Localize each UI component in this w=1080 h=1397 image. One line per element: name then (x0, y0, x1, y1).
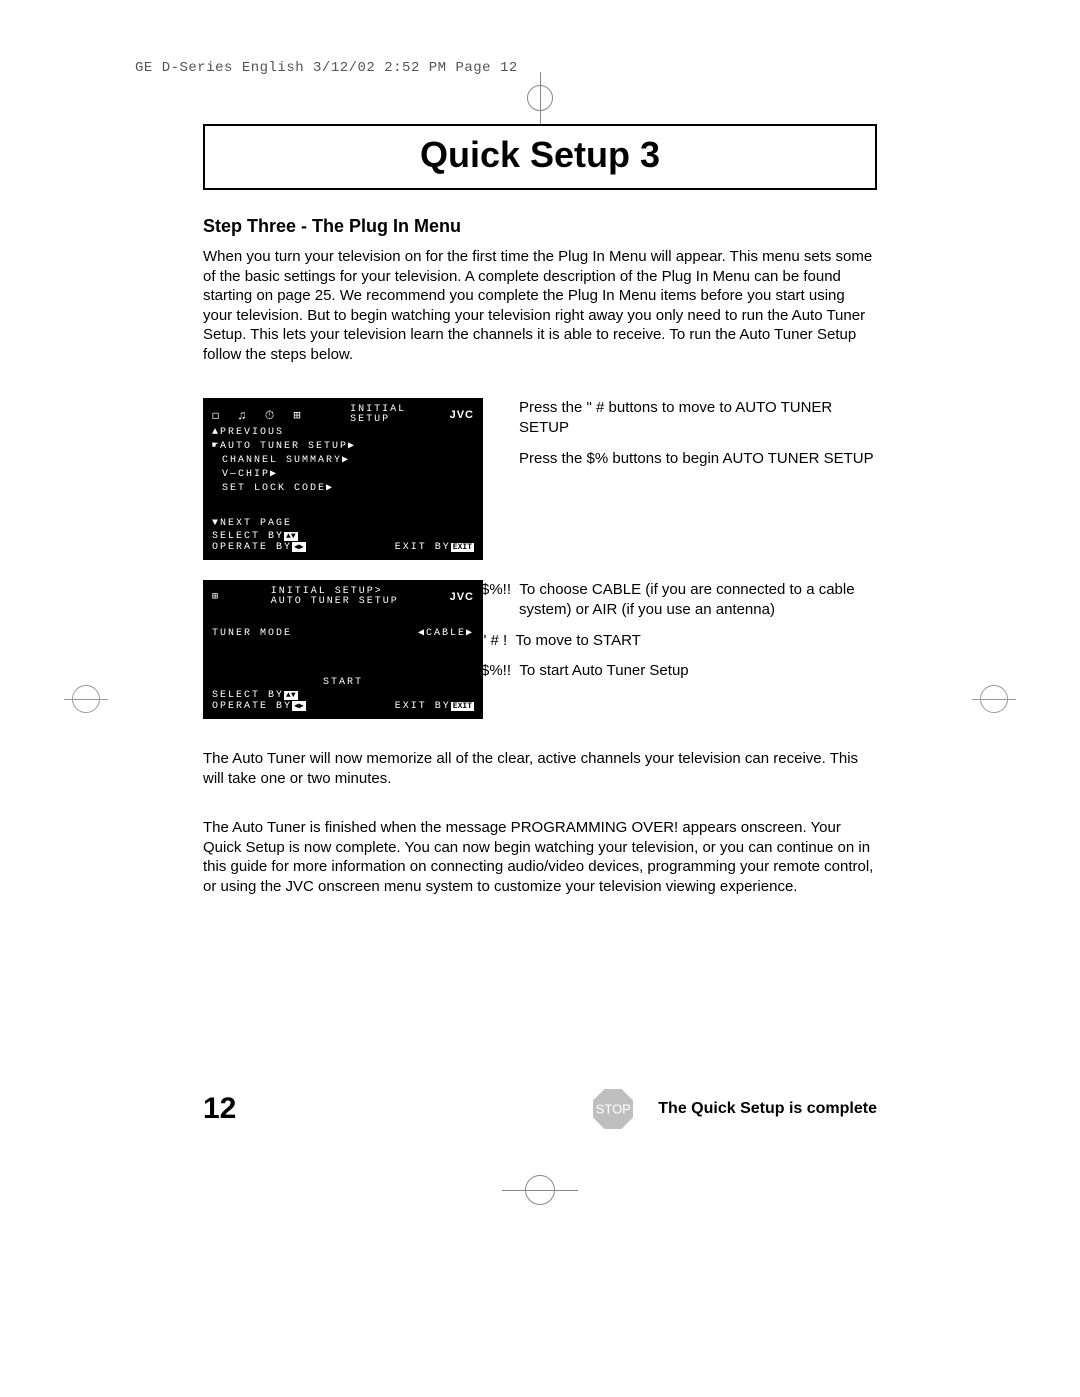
menu1-set-lock: SET LOCK CODE▶ (212, 482, 474, 494)
menu1-next-page: ▼NEXT PAGE (212, 518, 474, 529)
menu2-start: START (212, 677, 474, 688)
menu1-vchip: V—CHIP▶ (212, 468, 474, 480)
instructions-1: Press the " # buttons to move to AUTO TU… (519, 398, 877, 560)
menu1-operate: OPERATE BY (212, 542, 292, 553)
row-1: ◻ ♫ ⏱ ⊞ INITIAL SETUP JVC ▲PREVIOUS ☛AUT… (203, 398, 877, 560)
page-number: 12 (203, 1092, 236, 1126)
instr2-pre2: " # ! (481, 632, 507, 649)
menu2-header2: AUTO TUNER SETUP (271, 596, 399, 607)
instr2-pre1: $%!! (481, 581, 511, 598)
menu1-channel-summary: CHANNEL SUMMARY▶ (212, 454, 474, 466)
instr1-line2: Press the $% buttons to begin AUTO TUNER… (519, 449, 877, 469)
brand-label-2: JVC (450, 591, 474, 603)
para-memorize: The Auto Tuner will now memorize all of … (203, 749, 877, 788)
crop-mark-right-icon (972, 677, 1016, 721)
menu2-mode-value: ◀CABLE▶ (418, 627, 474, 639)
instr2-l2: To move to START (516, 632, 641, 649)
brand-label: JVC (450, 409, 474, 421)
exit-icon-2: EXIT (451, 702, 474, 711)
instructions-2: $%!! To choose CABLE (if you are connect… (519, 580, 877, 719)
menu1-auto-tuner: ☛AUTO TUNER SETUP▶ (212, 440, 474, 452)
up-down-icon: ▲▼ (284, 532, 298, 541)
intro-paragraph: When you turn your television on for the… (203, 247, 877, 364)
step-heading: Step Three - The Plug In Menu (203, 216, 877, 237)
instr2-l3: To start Auto Tuner Setup (519, 662, 688, 679)
page-content: GE D-Series English 3/12/02 2:52 PM Page… (135, 60, 945, 1132)
instr2-pre3: $%!! (481, 662, 511, 679)
instr1-line1: Press the " # buttons to move to AUTO TU… (519, 398, 877, 439)
page-title: Quick Setup 3 (205, 134, 875, 176)
menu2-select: SELECT BY (212, 690, 284, 701)
menu2-exit: EXIT BY (395, 701, 451, 712)
stop-sign-icon: STOP (590, 1086, 636, 1132)
menu2-operate: OPERATE BY (212, 701, 292, 712)
crop-mark-bottom-icon (510, 1170, 570, 1210)
stop-label: STOP (590, 1102, 636, 1117)
print-header: GE D-Series English 3/12/02 2:52 PM Page… (135, 60, 945, 76)
exit-icon: EXIT (451, 543, 474, 552)
menu2-tuner-mode: TUNER MODE (212, 628, 292, 639)
left-right-icon: ◀▶ (292, 542, 306, 552)
menu1-exit: EXIT BY (395, 542, 451, 553)
title-box: Quick Setup 3 (203, 124, 877, 190)
menu2-icon: ⊞ (212, 591, 220, 603)
complete-label: The Quick Setup is complete (658, 1100, 877, 1118)
crop-mark-left-icon (64, 677, 108, 721)
menu1-header2: SETUP (350, 414, 390, 425)
para-finished: The Auto Tuner is finished when the mess… (203, 818, 877, 896)
menu1-previous: ▲PREVIOUS (212, 427, 474, 438)
left-right-icon-2: ◀▶ (292, 701, 306, 711)
menu-icons: ◻ ♫ ⏱ ⊞ (212, 408, 307, 423)
menu1-select: SELECT BY (212, 531, 284, 542)
up-down-icon-2: ▲▼ (284, 691, 298, 700)
osd-menu-auto-tuner: ⊞ INITIAL SETUP> AUTO TUNER SETUP JVC TU… (203, 580, 483, 719)
row-2: ⊞ INITIAL SETUP> AUTO TUNER SETUP JVC TU… (203, 580, 877, 719)
footer: 12 STOP The Quick Setup is complete (203, 1086, 877, 1132)
instr2-l1: To choose CABLE (if you are connected to… (519, 581, 855, 618)
osd-menu-initial-setup: ◻ ♫ ⏱ ⊞ INITIAL SETUP JVC ▲PREVIOUS ☛AUT… (203, 398, 483, 560)
